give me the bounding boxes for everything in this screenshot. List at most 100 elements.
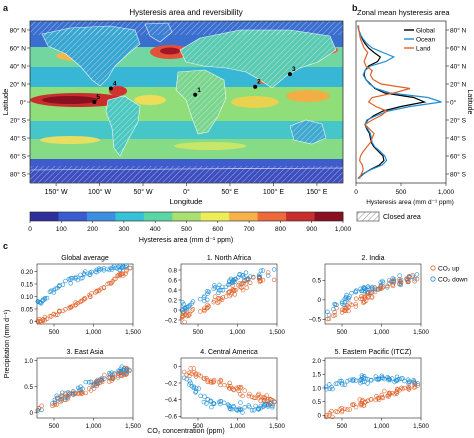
- point-co2-down: [181, 375, 187, 380]
- point-co2-up: [374, 394, 379, 399]
- point-co2-up: [404, 276, 409, 281]
- point-co2-up: [78, 390, 83, 395]
- point-co2-up: [242, 388, 247, 393]
- point-co2-up: [362, 299, 367, 305]
- scatter-ytick-label: 0: [173, 307, 177, 314]
- colorbar-tick-label: 300: [118, 226, 129, 233]
- scatter-xtick-label: 1,500: [269, 423, 285, 430]
- point-co2-up: [354, 296, 359, 301]
- colorbar-segment: [286, 212, 315, 221]
- point-co2-down: [271, 267, 277, 272]
- point-co2-up: [256, 396, 261, 401]
- point-co2-down: [211, 401, 217, 406]
- map-ytick-label: 60° N: [10, 45, 27, 53]
- point-co2-up: [189, 308, 195, 313]
- point-co2-down: [330, 386, 335, 392]
- point-co2-down: [369, 377, 374, 383]
- point-co2-down: [96, 266, 102, 271]
- point-co2-down: [258, 268, 264, 273]
- point-co2-up: [325, 316, 330, 322]
- point-co2-down: [95, 379, 100, 384]
- zonal-ytick-label: 0°: [450, 99, 457, 107]
- scatter-legend-marker: [430, 276, 436, 282]
- band-subtropics-s: [30, 121, 343, 139]
- point-co2-up: [39, 403, 44, 408]
- point-co2-down: [258, 406, 263, 411]
- zonal-ytick-label: 60° S: [450, 153, 467, 161]
- point-co2-up: [415, 383, 420, 388]
- point-co2-down: [380, 375, 386, 381]
- colorbar-segment: [86, 212, 116, 221]
- point-co2-up: [37, 319, 43, 324]
- point-co2-up: [365, 291, 371, 296]
- point-co2-up: [110, 376, 116, 381]
- point-co2-down: [202, 298, 207, 304]
- zonal-ylabel: Latitude: [466, 90, 473, 115]
- point-co2-down: [65, 395, 70, 400]
- colorbar-tick-label: 600: [212, 226, 223, 233]
- point-co2-down: [392, 379, 397, 385]
- map-ytick-label: 0°: [20, 99, 27, 107]
- point-co2-up: [68, 305, 73, 310]
- point-co2-up: [101, 285, 107, 290]
- point-co2-up: [379, 392, 384, 398]
- scatter-xtick-label: 1,000: [230, 329, 246, 336]
- zonal-ytick-label: 40° S: [450, 135, 467, 143]
- point-co2-down: [88, 379, 94, 384]
- point-co2-down: [266, 403, 271, 408]
- point-co2-up: [342, 406, 348, 412]
- point-co2-down: [345, 379, 350, 384]
- point-co2-up: [251, 395, 257, 400]
- scatter-ytick-label: 0.4: [168, 287, 177, 294]
- point-co2-down: [342, 296, 347, 301]
- point-co2-up: [106, 280, 112, 286]
- point-co2-down: [412, 277, 417, 282]
- point-co2-up: [359, 401, 364, 406]
- point-co2-down: [362, 286, 367, 291]
- point-co2-up: [87, 294, 93, 299]
- panel-label-c: c: [3, 241, 9, 251]
- zonal-legend-label: Global: [416, 28, 435, 35]
- point-co2-up: [334, 305, 339, 311]
- point-co2-up: [206, 304, 212, 309]
- point-co2-up: [266, 401, 271, 406]
- region-marker: [108, 86, 113, 91]
- point-co2-down: [202, 293, 207, 299]
- point-co2-down: [411, 378, 416, 383]
- point-co2-down: [116, 368, 121, 373]
- map-xtick-label: 100° W: [88, 188, 111, 196]
- closed-area-legend-label: Closed area: [383, 214, 421, 221]
- point-co2-up: [380, 395, 386, 401]
- point-co2-down: [251, 408, 257, 413]
- map-xtick-label: 150° E: [306, 188, 327, 196]
- point-co2-down: [75, 277, 81, 283]
- point-co2-down: [54, 393, 59, 398]
- point-co2-up: [230, 283, 235, 288]
- point-co2-up: [326, 316, 332, 322]
- point-co2-down: [218, 399, 223, 404]
- point-co2-up: [108, 281, 114, 286]
- point-co2-down: [379, 373, 384, 378]
- point-co2-up: [237, 284, 243, 289]
- point-co2-up: [414, 276, 420, 282]
- scatter-subplot-title: 1. North Africa: [207, 255, 251, 262]
- point-co2-down: [376, 377, 381, 382]
- colorbar-segment: [314, 212, 344, 221]
- map-ytick-label: 40° N: [10, 63, 27, 71]
- point-co2-up: [406, 387, 412, 392]
- point-co2-up: [72, 391, 78, 397]
- scatter-xtick-label: 1,500: [125, 423, 141, 430]
- point-co2-down: [204, 401, 209, 406]
- point-co2-down: [227, 278, 232, 283]
- point-co2-up: [246, 393, 252, 399]
- map-xlabel: Longitude: [170, 197, 203, 206]
- point-co2-down: [406, 379, 412, 385]
- point-co2-up: [266, 270, 271, 275]
- point-co2-up: [205, 302, 210, 308]
- scatter-subplot: 4. Central America 500 1,000 1,500 0 −0.2 −0.4…: [165, 349, 286, 430]
- point-co2-down: [337, 378, 343, 384]
- point-co2-down: [266, 273, 271, 278]
- point-co2-down: [211, 401, 216, 406]
- point-co2-up: [95, 377, 100, 383]
- point-co2-up: [78, 299, 83, 305]
